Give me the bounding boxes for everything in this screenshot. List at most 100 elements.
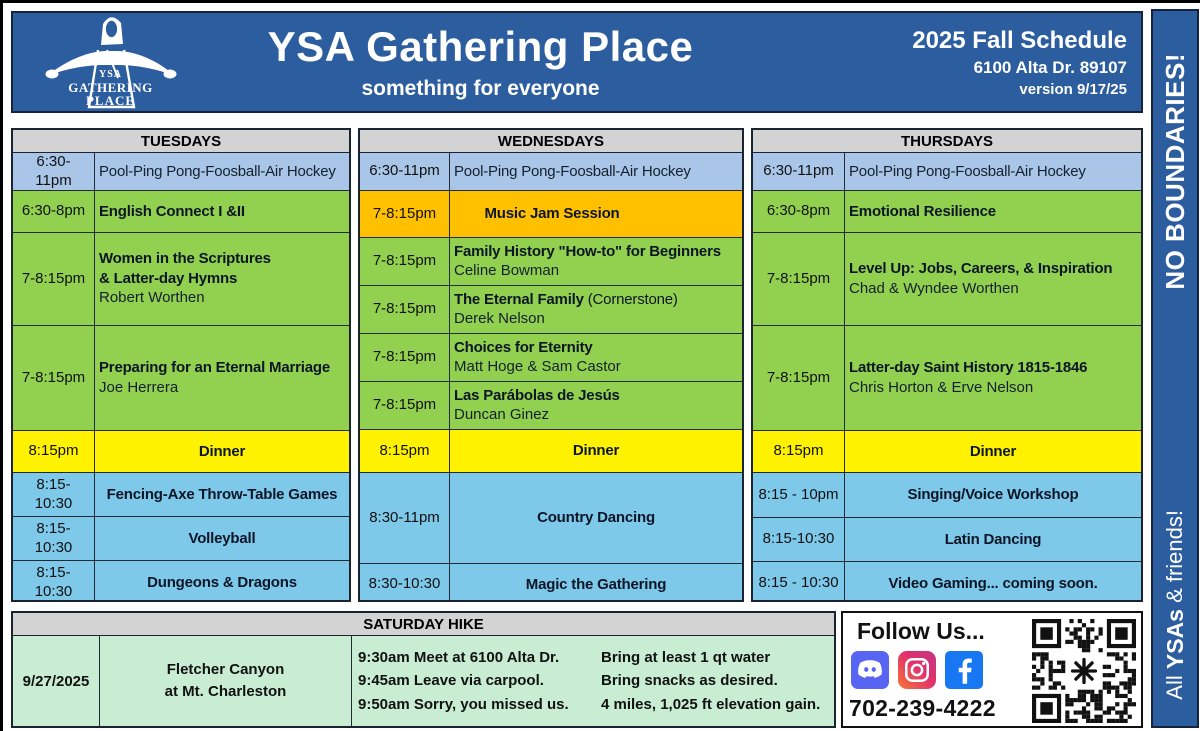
header: YSA GATHERING PLACE YSA Gathering Place …: [11, 11, 1143, 113]
schedule-row: 7-8:15pm Music Jam Session: [360, 191, 742, 238]
all-ysas-bold: YSAs: [1161, 609, 1188, 670]
logo-caption-line3: PLACE: [85, 92, 136, 108]
schedule-cell-time: 8:15 - 10pm: [753, 473, 845, 517]
schedule-cell-time: 7-8:15pm: [360, 334, 450, 381]
schedule-row: 7-8:15pm Family History "How-to" for Begi…: [360, 238, 742, 286]
schedule-cell-event: Volleyball: [188, 529, 256, 547]
schedule-cell-time: 6:30-11pm: [13, 153, 95, 190]
no-boundaries-text: NO BOUNDARIES!: [1159, 53, 1190, 290]
schedule-row: 8:15 - 10:30 Video Gaming... coming soon.: [753, 562, 1141, 600]
schedule-cell-event: Preparing for an Eternal Marriage Joe Her…: [99, 359, 330, 396]
schedule-cell-event: Pool-Ping Pong-Foosball-Air Hockey: [99, 162, 336, 180]
schedule-cell-event: Latter-day Saint History 1815-1846 Chris …: [849, 359, 1088, 396]
schedule-cell-event: Pool-Ping Pong-Foosball-Air Hockey: [454, 162, 691, 180]
schedule-cell-event: English Connect I &II: [99, 202, 245, 220]
day-table-thursdays: THURSDAYS 6:30-11pm Pool-Ping Pong-Foosbal…: [751, 128, 1143, 602]
hike-location: Fletcher Canyon at Mt. Charleston: [100, 636, 352, 726]
logo-caption-line2: GATHERING: [68, 79, 153, 95]
schedule-cell-event: Women in the Scriptures & Latter-day Hymn…: [99, 250, 271, 307]
discord-icon[interactable]: [851, 651, 889, 689]
schedule-row: 8:15-10:30 Volleyball: [13, 517, 349, 561]
instagram-icon[interactable]: [898, 651, 936, 689]
schedule-cell-time: 7-8:15pm: [753, 233, 845, 325]
hike-detail-line: 9:30am Meet at 6100 Alta Dr. Bring at lea…: [358, 649, 771, 667]
schedule-cell-event: Dinner: [572, 442, 620, 460]
saturday-hike-table: SATURDAY HIKE 9/27/2025 Fletcher Canyon …: [11, 611, 836, 728]
facebook-icon[interactable]: [945, 651, 983, 689]
schedule-cell-time: 6:30-11pm: [753, 153, 845, 190]
schedule-cell-event: Family History "How-to" for Beginners Cel…: [454, 242, 721, 280]
schedule-title: 2025 Fall Schedule: [912, 27, 1127, 54]
phone-number: 702-239-4222: [849, 695, 996, 721]
schedule-cell-time: 8:15pm: [753, 431, 845, 472]
schedule-cell-time: 7-8:15pm: [13, 326, 95, 430]
side-banner: NO BOUNDARIES! All YSAs & friends!: [1151, 9, 1199, 728]
schedule-row: 6:30-11pm Pool-Ping Pong-Foosball-Air Hoc…: [360, 153, 742, 191]
hike-date: 9/27/2025: [13, 636, 100, 726]
schedule-row: 7-8:15pm Women in the Scriptures & Latter-…: [13, 233, 349, 326]
schedule-cell-time: 7-8:15pm: [360, 382, 450, 429]
schedule-cell-event: Dinner: [969, 442, 1017, 460]
schedule-row: 7-8:15pm Preparing for an Eternal Marriag…: [13, 326, 349, 431]
all-ysas-prefix: All: [1161, 669, 1187, 700]
schedule-cell-time: 8:30-10:30: [360, 564, 450, 600]
social-icon-row: [851, 651, 1135, 689]
hike-detail-line: 9:50am Sorry, you missed us. 4 miles, 1,0…: [358, 695, 821, 713]
schedule-cell-time: 8:15 - 10:30: [753, 562, 845, 600]
all-ysas-suffix: & friends!: [1161, 510, 1187, 610]
all-ysas-text: All YSAs & friends!: [1162, 510, 1189, 700]
schedule-cell-time: 7-8:15pm: [753, 326, 845, 430]
schedule-row: 7-8:15pm The Eternal Family (Cornerstone)…: [360, 286, 742, 334]
schedule-cell-event: Choices for Eternity Matt Hoge & Sam Cast…: [454, 338, 621, 376]
schedule-row: 8:15-10:30 Fencing-Axe Throw-Table Games: [13, 473, 349, 517]
schedule-cell-event: Latin Dancing: [944, 530, 1042, 548]
hike-detail-line: 9:45am Leave via carpool. Bring snacks as…: [358, 672, 778, 690]
follow-title: Follow Us...: [857, 618, 985, 644]
header-center: YSA Gathering Place something for everyo…: [208, 13, 753, 111]
day-header: WEDNESDAYS: [360, 130, 742, 153]
schedule-cell-time: 8:30-11pm: [360, 473, 450, 563]
schedule-cell-time: 6:30-8pm: [753, 191, 845, 232]
schedule-row: 6:30-11pm Pool-Ping Pong-Foosball-Air Hoc…: [753, 153, 1141, 191]
schedule-cell-event: Music Jam Session: [484, 205, 620, 223]
ysa-logo: YSA GATHERING PLACE: [45, 14, 177, 110]
day-table-wednesdays: WEDNESDAYS 6:30-11pm Pool-Ping Pong-Foosba…: [358, 128, 744, 602]
christus-figure-icon: [45, 17, 176, 109]
schedule-address: 6100 Alta Dr. 89107: [973, 58, 1127, 78]
schedule-cell-event: Level Up: Jobs, Careers, & Inspiration Ch…: [849, 260, 1113, 297]
qr-code: [1032, 619, 1136, 723]
schedule-row: 8:15pm Dinner: [13, 431, 349, 473]
schedule-row: 7-8:15pm Level Up: Jobs, Careers, & Inspi…: [753, 233, 1141, 326]
schedule-info: 2025 Fall Schedule 6100 Alta Dr. 89107 v…: [912, 13, 1141, 111]
schedule-cell-event: Singing/Voice Workshop: [907, 486, 1079, 504]
day-table-tuesdays: TUESDAYS 6:30-11pm Pool-Ping Pong-Foosball…: [11, 128, 351, 602]
schedule-cell-event: The Eternal Family (Cornerstone) Derek Ne…: [454, 290, 678, 328]
schedule-cell-time: 8:15-10:30: [13, 517, 95, 560]
hike-header: SATURDAY HIKE: [13, 613, 834, 636]
schedule-row: 6:30-8pm Emotional Resilience: [753, 191, 1141, 233]
schedule-cell-event: Pool-Ping Pong-Foosball-Air Hockey: [849, 162, 1086, 180]
schedule-cell-time: 8:15-10:30: [753, 518, 845, 561]
schedule-cell-time: 8:15pm: [360, 430, 450, 472]
schedule-cell-event: Magic the Gathering: [525, 575, 667, 593]
schedule-cell-time: 6:30-8pm: [13, 191, 95, 232]
schedule-cell-event: Dungeons & Dragons: [147, 574, 297, 592]
schedule-cell-time: 8:15-10:30: [13, 473, 95, 516]
schedule-cell-event: Emotional Resilience: [849, 202, 996, 220]
schedule-cell-time: 8:15pm: [13, 431, 95, 472]
page-subtitle: something for everyone: [361, 77, 600, 100]
hike-body: 9/27/2025 Fletcher Canyon at Mt. Charles…: [13, 636, 834, 726]
schedule-row: 6:30-11pm Pool-Ping Pong-Foosball-Air Hoc…: [13, 153, 349, 191]
schedule-row: 8:30-11pm Country Dancing: [360, 473, 742, 564]
schedule-cell-event: Dinner: [198, 442, 246, 460]
schedule-cell-time: 6:30-11pm: [360, 153, 450, 190]
schedule-cell-time: 7-8:15pm: [360, 238, 450, 285]
schedule-cell-event: Video Gaming... coming soon.: [888, 574, 1098, 592]
schedule-version: version 9/17/25: [1019, 81, 1127, 99]
follow-box: Follow Us...: [841, 611, 1143, 728]
schedule-row: 8:30-10:30 Magic the Gathering: [360, 564, 742, 600]
page-title: YSA Gathering Place: [267, 23, 694, 70]
hike-details: 9:30am Meet at 6100 Alta Dr. Bring at lea…: [352, 636, 834, 726]
schedule-cell-time: 7-8:15pm: [13, 233, 95, 325]
